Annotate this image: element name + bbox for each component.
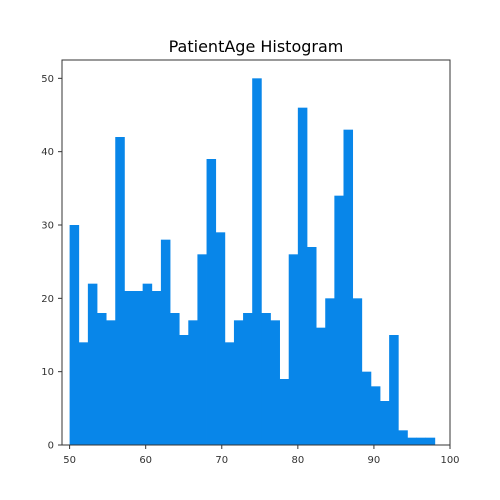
histogram-bar-7 (133, 291, 144, 445)
x-tick-label-2: 70 (215, 455, 228, 466)
y-tick-label-2: 20 (41, 294, 54, 305)
histogram-bar-19 (243, 313, 253, 445)
histogram-bar-6 (124, 291, 134, 445)
histogram-bar-23 (279, 379, 290, 445)
histogram-bar-20 (252, 78, 262, 445)
x-tick-label-3: 80 (291, 455, 304, 466)
histogram-bar-1 (78, 342, 89, 445)
histogram-bar-28 (325, 298, 335, 445)
histogram-bar-10 (160, 239, 171, 445)
bars-layer (69, 78, 436, 446)
histogram-bar-35 (389, 335, 399, 445)
y-tick-label-4: 40 (41, 147, 54, 158)
histogram-bar-18 (233, 320, 244, 445)
axes-layer: 50 60 70 80 90 100 0 10 20 30 40 50 (41, 59, 460, 466)
histogram-bar-39 (425, 437, 436, 445)
histogram-bar-33 (370, 386, 381, 445)
x-tick-label-1: 60 (139, 455, 152, 466)
histogram-bar-22 (270, 320, 280, 445)
y-tick-label-3: 30 (41, 221, 54, 232)
histogram-bar-0 (69, 225, 80, 445)
x-tick-label-0: 50 (63, 455, 76, 466)
histogram-bar-16 (215, 232, 226, 445)
histogram-bar-38 (416, 437, 427, 445)
histogram-bar-14 (197, 254, 207, 445)
histogram-bar-13 (188, 320, 198, 445)
histogram-bar-36 (398, 430, 408, 445)
histogram-bar-2 (87, 283, 98, 445)
histogram-bar-12 (179, 335, 189, 445)
x-tick-label-4: 90 (368, 455, 381, 466)
chart-title: PatientAge Histogram (169, 37, 344, 56)
histogram-bar-27 (316, 327, 326, 445)
histogram-bar-15 (206, 159, 217, 445)
y-tick-label-1: 10 (41, 367, 54, 378)
histogram-bar-32 (361, 371, 372, 445)
histogram-bar-3 (96, 313, 107, 445)
plot-frame (61, 59, 451, 446)
y-tick-label-0: 0 (48, 441, 54, 452)
histogram-bar-5 (115, 137, 125, 445)
histogram-bar-8 (142, 283, 153, 445)
histogram-bar-9 (151, 291, 162, 445)
histogram-bar-17 (224, 342, 235, 445)
histogram-bar-25 (297, 107, 308, 446)
histogram-bar-31 (352, 298, 363, 445)
histogram-bar-11 (170, 313, 180, 445)
histogram-bar-30 (343, 129, 354, 445)
histogram-bar-37 (407, 437, 417, 445)
histogram-bar-4 (106, 320, 116, 445)
x-tick-label-5: 100 (440, 455, 459, 466)
y-tick-label-5: 50 (41, 74, 54, 85)
histogram-bar-24 (288, 254, 299, 445)
histogram-bar-26 (306, 247, 317, 445)
histogram-bar-29 (334, 195, 344, 445)
histogram-bar-21 (261, 313, 271, 445)
histogram-bar-34 (380, 401, 390, 445)
